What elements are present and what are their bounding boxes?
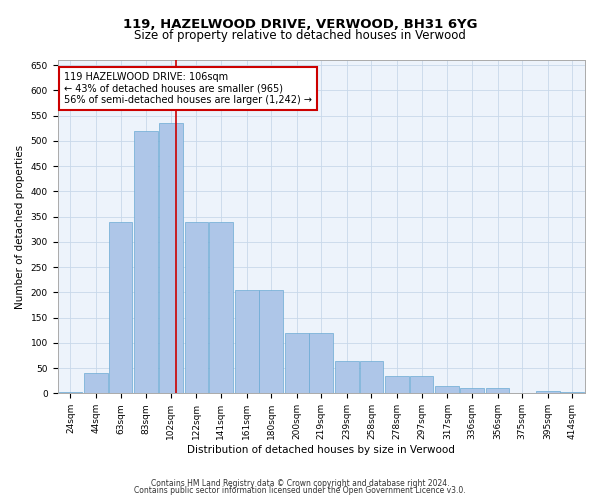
Bar	[259, 290, 283, 394]
Text: 119, HAZELWOOD DRIVE, VERWOOD, BH31 6YG: 119, HAZELWOOD DRIVE, VERWOOD, BH31 6YG	[123, 18, 477, 30]
Text: Contains HM Land Registry data © Crown copyright and database right 2024.: Contains HM Land Registry data © Crown c…	[151, 478, 449, 488]
Bar	[84, 373, 108, 394]
Bar	[59, 392, 82, 394]
Bar	[460, 388, 484, 394]
Bar	[285, 332, 308, 394]
Bar	[235, 290, 259, 394]
Text: 119 HAZELWOOD DRIVE: 106sqm
← 43% of detached houses are smaller (965)
56% of se: 119 HAZELWOOD DRIVE: 106sqm ← 43% of det…	[64, 72, 312, 105]
Bar	[436, 386, 459, 394]
Bar	[385, 376, 409, 394]
Bar	[359, 360, 383, 394]
Bar	[159, 123, 182, 394]
Bar	[536, 392, 560, 394]
Bar	[134, 130, 158, 394]
Bar	[109, 222, 133, 394]
Bar	[185, 222, 208, 394]
Bar	[310, 332, 333, 394]
Text: Size of property relative to detached houses in Verwood: Size of property relative to detached ho…	[134, 29, 466, 42]
Bar	[209, 222, 233, 394]
Bar	[560, 392, 584, 394]
Text: Contains public sector information licensed under the Open Government Licence v3: Contains public sector information licen…	[134, 486, 466, 495]
X-axis label: Distribution of detached houses by size in Verwood: Distribution of detached houses by size …	[187, 445, 455, 455]
Bar	[410, 376, 433, 394]
Y-axis label: Number of detached properties: Number of detached properties	[15, 144, 25, 308]
Bar	[485, 388, 509, 394]
Bar	[335, 360, 359, 394]
